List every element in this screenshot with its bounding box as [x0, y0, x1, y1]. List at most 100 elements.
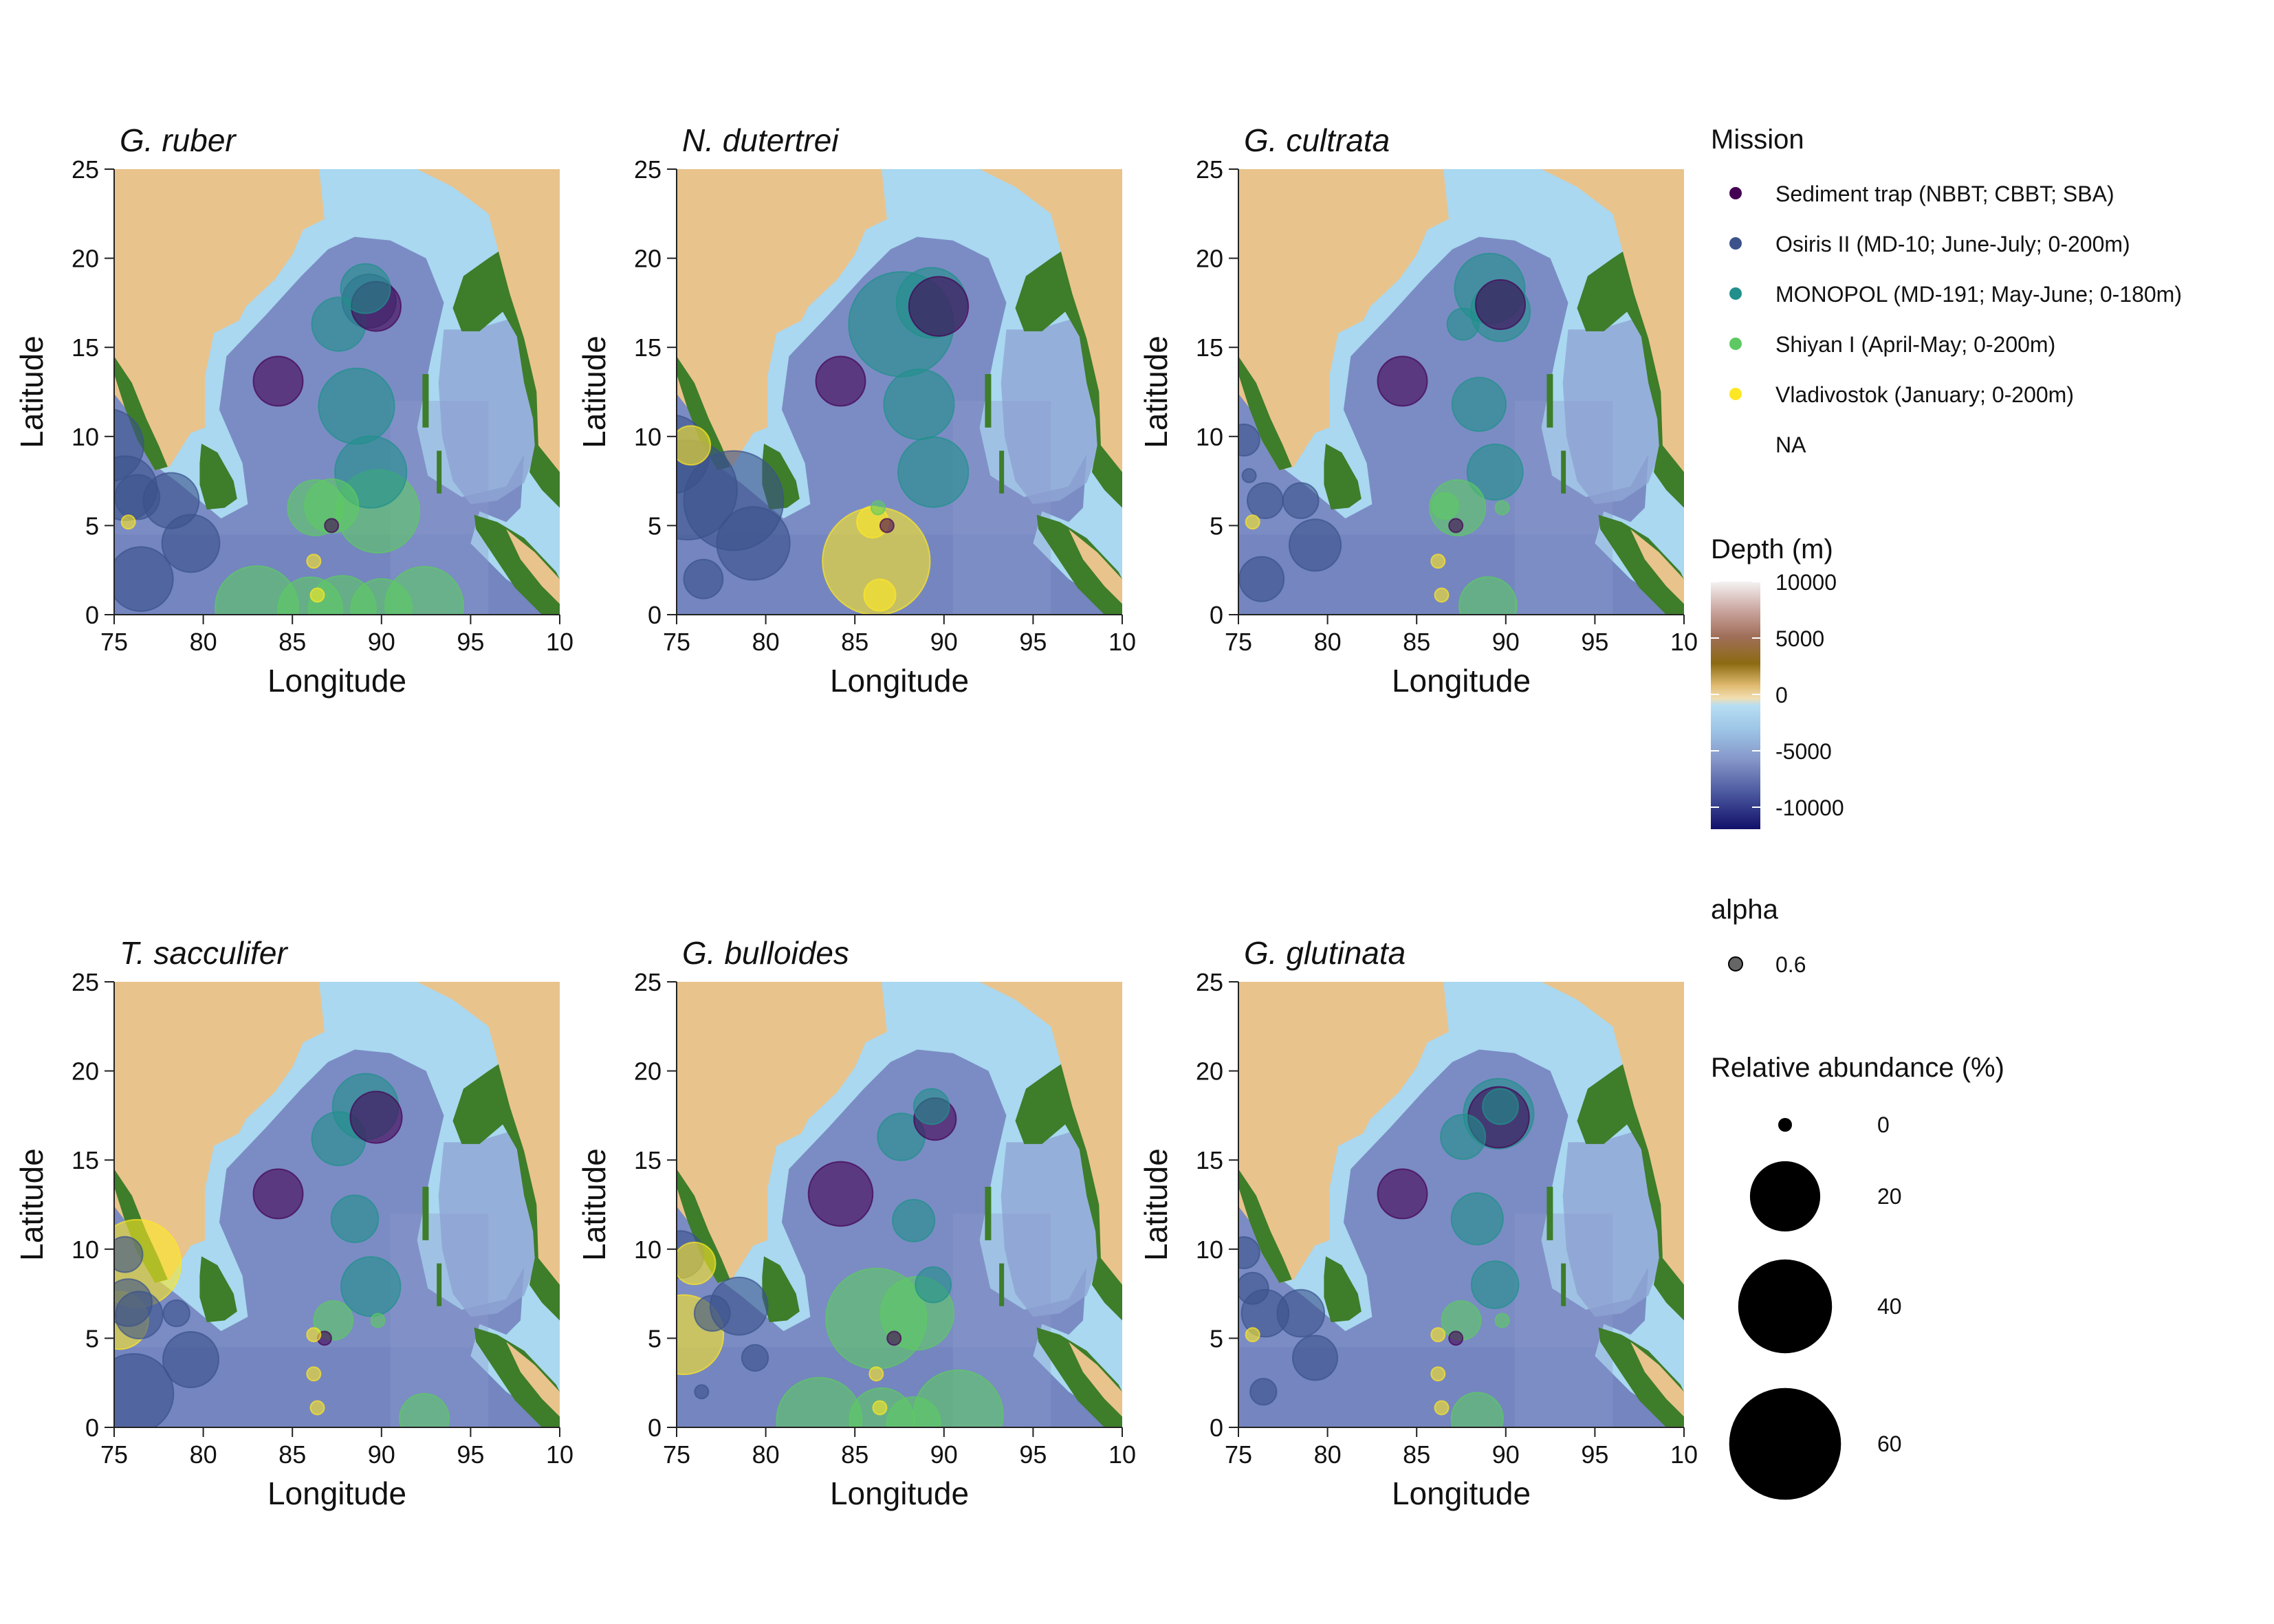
legend-size-circle: [1729, 1387, 1841, 1500]
y-axis-label: Latitude: [576, 336, 612, 448]
alpha-key-dot: [1728, 956, 1743, 972]
y-tick-label: 0: [85, 601, 99, 629]
y-tick-label: 0: [1210, 601, 1223, 629]
y-tick-label: 0: [648, 601, 662, 629]
depth-tick-label: 10000: [1775, 570, 1837, 595]
depth-tick-label: 0: [1775, 683, 1788, 707]
depth-tick-label: -5000: [1775, 739, 1832, 764]
sumatra-forest: [1598, 1327, 1684, 1427]
panel-g-cultrata: G. cultrata 0 5 10 15 20 25 75 80 85 90 95 10 Longitu…: [1138, 122, 1698, 699]
sri-lanka: [199, 1256, 237, 1323]
sample-point: [1288, 518, 1342, 572]
y-tick-label: 25: [72, 968, 99, 996]
x-tick-label: 80: [1314, 1440, 1342, 1469]
sample-point: [120, 514, 136, 530]
sample-point: [1377, 355, 1428, 407]
sample-point: [1430, 553, 1446, 569]
y-tick-label: 0: [648, 1414, 662, 1442]
sample-point: [349, 1090, 403, 1144]
sample-point: [741, 1343, 769, 1372]
myanmar-land: [1496, 982, 1684, 1285]
sample-point: [815, 355, 866, 407]
sample-point: [306, 1327, 322, 1343]
andaman-islands: [985, 1187, 992, 1240]
india-land: [114, 982, 325, 1283]
y-tick-label: 25: [634, 155, 662, 184]
y-tick-label: 10: [1196, 423, 1223, 451]
sumatra-land: [506, 529, 560, 604]
legend-mission-label: MONOPOL (MD-191; May-June; 0-180m): [1775, 282, 2182, 307]
sample-point: [677, 425, 712, 466]
sample-point: [1434, 587, 1450, 603]
sample-point: [340, 1256, 402, 1317]
x-tick-label: 95: [1581, 628, 1608, 656]
y-tick-label: 15: [634, 1146, 662, 1174]
y-tick-label: 15: [634, 333, 662, 362]
sample-point: [1494, 500, 1510, 516]
legend-size-circle: [1738, 1259, 1833, 1354]
y-axis-label: Latitude: [1138, 1148, 1174, 1261]
sample-point: [309, 587, 325, 603]
x-tick-label: 95: [1581, 1440, 1608, 1469]
y-tick-label: 15: [1196, 1146, 1223, 1174]
sample-point: [693, 1295, 731, 1332]
panel-title: T. sacculifer: [120, 935, 288, 971]
panel-g-glutinata: G. glutinata 0 5 10 15 20 25 75 80 85 90 95 10 Longit…: [1138, 935, 1698, 1511]
andaman-basin: [1001, 1131, 1097, 1317]
sample-point: [1446, 307, 1480, 341]
sample-point: [114, 1353, 175, 1427]
y-tick-label: 10: [1196, 1236, 1223, 1264]
sample-point: [716, 506, 791, 581]
sample-point: [807, 1161, 874, 1227]
x-tick-label: 90: [368, 1440, 395, 1469]
ninetyeast-ridge: [390, 1213, 489, 1427]
sample-point: [115, 1291, 164, 1340]
nicobar-islands: [999, 450, 1005, 494]
x-tick-label: 85: [1403, 628, 1430, 656]
y-tick-label: 0: [1210, 1414, 1223, 1442]
x-axis-label: Longitude: [267, 663, 406, 699]
sample-point: [350, 578, 413, 615]
andaman-basin: [438, 318, 535, 505]
x-tick-label: 90: [1492, 1440, 1520, 1469]
sample-point: [1450, 1392, 1504, 1427]
y-tick-label: 20: [72, 1057, 99, 1086]
sri-lanka: [762, 1256, 800, 1323]
sample-point: [252, 1168, 304, 1220]
sample-point: [309, 1400, 325, 1416]
depth-colorbar-ticks: 10000 5000 0 -5000 -10000: [1711, 570, 1844, 820]
sample-point: [1458, 576, 1518, 615]
sample-point: [114, 1236, 144, 1273]
basemap: [114, 169, 560, 615]
india-land: [677, 982, 887, 1283]
legend-mission-swatch: [1729, 237, 1742, 250]
x-tick-label: 75: [100, 1440, 128, 1469]
sample-point: [306, 553, 322, 569]
sample-point: [1475, 279, 1526, 330]
sample-point: [162, 1331, 219, 1388]
depth-tick-label: -10000: [1775, 795, 1844, 820]
x-tick-label: 95: [457, 1440, 484, 1469]
x-tick-label: 80: [752, 628, 780, 656]
y-tick-label: 5: [1210, 1324, 1223, 1352]
sample-point: [1430, 1366, 1446, 1382]
sample-point: [313, 1300, 354, 1341]
y-tick-label: 10: [634, 423, 662, 451]
y-tick-label: 0: [85, 1414, 99, 1442]
nicobar-islands: [1561, 450, 1566, 494]
depth-colorbar: [1711, 582, 1760, 829]
legend-size-circle: [1749, 1161, 1821, 1232]
x-axis-label: Longitude: [1392, 663, 1531, 699]
legend-mission-label: Vladivostok (January; 0-200m): [1775, 382, 2074, 407]
nicobar-islands: [437, 450, 442, 494]
legend-mission-swatch: [1729, 338, 1742, 350]
legend-size-label: 60: [1877, 1431, 1902, 1456]
sample-point: [340, 263, 391, 314]
myanmar-land: [372, 169, 560, 472]
sample-points: [677, 1088, 1004, 1427]
ninetyeast-ridge: [1514, 1213, 1613, 1427]
x-tick-label: 95: [1019, 1440, 1047, 1469]
y-tick-label: 5: [1210, 512, 1223, 540]
legend: Mission Sediment trap (NBBT; CBBT; SBA) O…: [1711, 124, 2182, 1500]
sample-point: [399, 1393, 450, 1427]
